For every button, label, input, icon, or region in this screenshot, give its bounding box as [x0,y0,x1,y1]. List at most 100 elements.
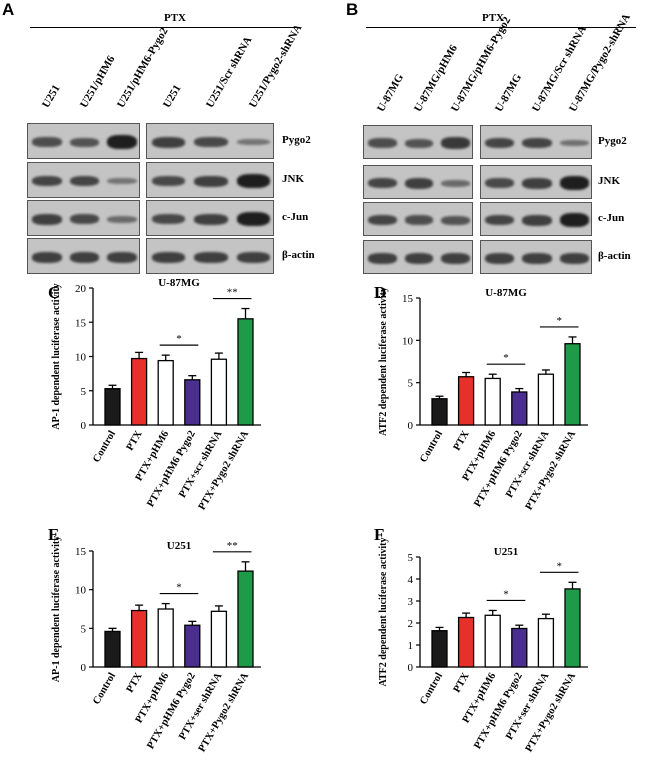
blot-band [32,175,62,187]
bar-0 [431,630,448,668]
x-tick-label-5: PTX+Pygo2 shRNA [197,429,252,513]
blot-strip-actin [27,238,140,274]
chart-title: U251 [494,546,518,558]
significance-label-1: * [556,315,562,327]
x-tick-label-0: Control [418,429,445,465]
blot-band [194,251,228,263]
significance-label-0: * [503,352,509,364]
blot-band [107,135,137,149]
panel-letter-d: D [374,283,386,302]
ptx-label-b: PTX [482,12,504,24]
blot-band [559,213,589,227]
row-label-pygo2: Pygo2 [598,135,627,147]
blot-band [237,212,271,226]
x-tick-label-1: PTX [125,429,145,453]
bar-1 [130,357,148,426]
significance-label-0: * [503,588,509,600]
blot-band [559,176,589,190]
blot-band [69,175,100,187]
blot-strip-pygo2 [363,125,473,159]
blot-band [522,252,552,264]
bar-5 [564,588,581,668]
chart-title: U-87MG [485,287,527,299]
blot-strip-jnk [363,165,473,199]
blot-band [107,251,137,263]
blot-band [485,214,515,226]
bar-1 [457,376,475,426]
blot-band [404,215,434,225]
panel-letter-f: F [374,525,384,544]
row-label-cjun: c-Jun [282,211,309,223]
bar-2 [484,377,501,426]
x-tick-label-3: PTX+pHM6 Pygo2 [472,429,525,509]
y-tick-label: 10 [75,585,87,597]
blot-band [151,251,185,263]
blot-strip-cjun [27,200,140,236]
blot-band [559,139,589,147]
blot-band [32,213,62,225]
blot-strip-cjun [146,200,274,236]
blot-band [441,252,470,264]
blot-band [194,213,228,225]
y-tick-label: 15 [402,293,414,305]
blot-band [69,251,100,263]
y-tick-label: 5 [81,386,87,398]
y-tick-label: 3 [408,596,414,608]
y-axis-label: ATF2 dependent luciferase activity [378,287,389,436]
bar-4 [537,617,555,668]
blot-band [368,214,397,226]
blot-band [368,138,397,148]
blot-band [151,136,185,148]
blot-band [522,137,552,149]
y-tick-label: 0 [81,420,87,432]
y-tick-label: 4 [408,574,414,586]
blot-band [485,137,515,149]
row-label-actin: β-actin [598,250,631,262]
blot-band [237,251,271,263]
blot-band [441,179,470,187]
x-tick-label-0: Control [418,671,445,707]
blot-strip-pygo2 [480,125,592,159]
bar-0 [104,388,121,426]
blot-band [151,214,185,224]
y-tick-label: 10 [75,352,87,364]
blot-band [32,251,62,263]
y-tick-label: 5 [81,623,87,635]
blot-band [194,175,228,187]
ptx-label-a: PTX [164,12,186,24]
blot-band [194,137,228,147]
row-label-pygo2: Pygo2 [282,134,311,146]
bar-5 [237,318,254,426]
blot-strip-jnk [27,162,140,198]
blot-strip-pygo2 [27,123,140,159]
row-label-jnk: JNK [598,175,620,187]
x-tick-label-3: PTX+pHM6 Pygo2 [472,671,525,751]
x-tick-label-5: PTX+Pygo2 shRNA [197,671,252,755]
bar-5 [564,343,581,426]
blot-band [368,252,397,264]
blot-band [32,137,62,147]
bar-3 [184,624,201,668]
blot-band [69,137,100,147]
x-tick-label-5: PTX+Pygo2 shRNA [524,429,579,513]
blot-band [368,177,397,189]
y-tick-label: 15 [75,317,87,329]
bar-2 [157,608,174,668]
blot-band [559,252,589,264]
blot-band [522,214,552,226]
bar-0 [104,630,121,668]
blot-strip-jnk [480,165,592,199]
significance-label-1: ** [227,287,238,299]
bar-2 [484,614,501,668]
blot-strip-actin [146,238,274,274]
bar-2 [157,359,174,426]
y-axis-label: ATF2 dependent luciferase activity [378,538,389,687]
blot-band [485,178,515,188]
y-tick-label: 0 [408,420,414,432]
x-tick-label-1: PTX [452,429,472,453]
significance-label-0: * [176,333,182,345]
blot-band [441,215,470,225]
significance-label-1: * [556,560,562,572]
y-tick-label: 0 [81,662,87,674]
blot-band [441,137,470,149]
